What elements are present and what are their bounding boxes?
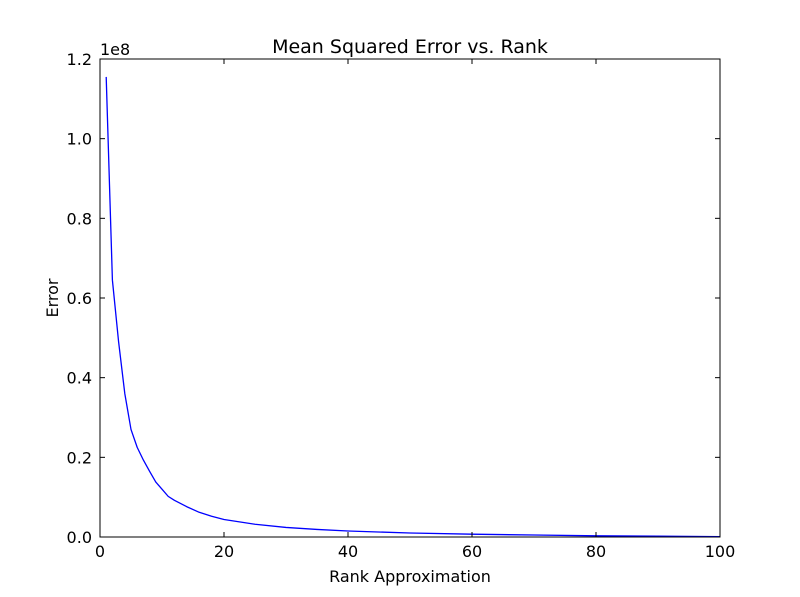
plot-area: 0 20 40 60 80 100 0.0 0.2 0.4 0.6 0.8 1.0 1.2 [67,50,736,561]
x-tick-label: 0 [95,542,105,561]
axes-frame [99,58,721,538]
x-tick-label: 100 [705,542,736,561]
x-tick-label: 80 [586,542,606,561]
y-tick-label: 1.0 [67,130,92,149]
series-line-0 [105,76,721,538]
y-tick-label: 1.2 [67,50,92,69]
y-tick-label: 0.0 [67,528,92,547]
y-tick-label: 0.2 [67,448,92,467]
chart-title: Mean Squared Error vs. Rank [272,36,548,58]
y-tick-label: 0.6 [67,289,92,308]
y-axis-label: Error [43,278,62,317]
y-tick-label: 0.4 [67,369,92,388]
x-axis-label: Rank Approximation [329,567,491,586]
x-tick-label: 60 [462,542,482,561]
y-offset-label: 1e8 [100,40,130,59]
x-tick-label: 20 [214,542,234,561]
x-tick-label: 40 [338,542,358,561]
y-tick-label: 0.8 [67,209,92,228]
